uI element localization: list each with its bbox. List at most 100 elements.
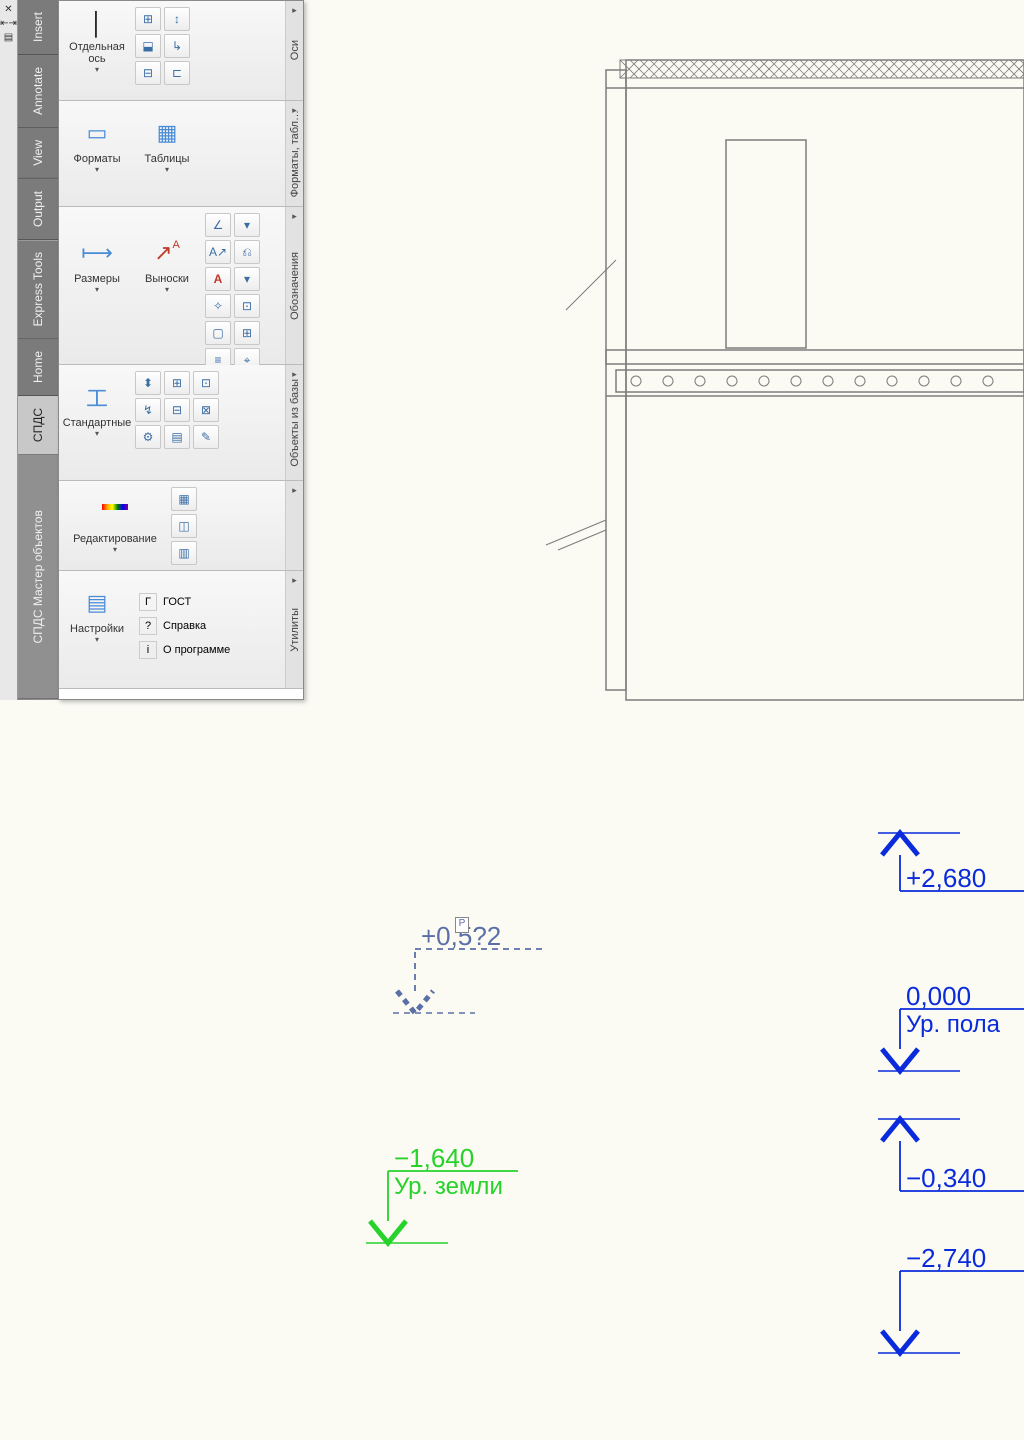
- annot-tool[interactable]: ▾: [234, 213, 260, 237]
- panel-title-edit[interactable]: ▸: [285, 481, 303, 570]
- tab-annotate[interactable]: Annotate: [18, 55, 58, 128]
- db-tool[interactable]: ⊞: [164, 371, 190, 395]
- building-section: [306, 0, 1024, 720]
- dropdown-icon: ▾: [95, 285, 99, 294]
- dropdown-icon: ▾: [113, 545, 117, 554]
- elevation-value: +2,680: [906, 863, 986, 894]
- help-row[interactable]: ? Справка: [135, 615, 234, 637]
- edit-icon: [97, 495, 133, 531]
- db-tool[interactable]: ▤: [164, 425, 190, 449]
- formats-icon: ▭: [79, 115, 115, 151]
- grid-tool-6[interactable]: ⊏: [164, 61, 190, 85]
- dims-label: Размеры: [74, 273, 120, 285]
- annot-tool[interactable]: ▾: [234, 267, 260, 291]
- standard-button[interactable]: 工 Стандартные ▾: [65, 371, 129, 441]
- panel-edit: Редактирование ▾ ▦ ◫ ▥ ▸: [59, 481, 303, 571]
- settings-button[interactable]: ▤ Настройки ▾: [65, 577, 129, 647]
- dropdown-icon: ▾: [95, 165, 99, 174]
- annot-tool[interactable]: ⎌: [234, 240, 260, 264]
- panel-db: 工 Стандартные ▾ ⬍ ⊞ ⊡ ↯ ⊟ ⊠ ⚙ ▤ ✎ ▸ Объе…: [59, 365, 303, 481]
- about-row[interactable]: i О программе: [135, 639, 234, 661]
- db-tool[interactable]: ✎: [193, 425, 219, 449]
- annot-tool[interactable]: ⊞: [234, 321, 260, 345]
- panel-axes: │ Отдельная ось ▾ ⊞ ↕ ⬓ ↳ ⊟ ⊏ ▸ Оси: [59, 1, 303, 101]
- db-tool[interactable]: ⊠: [193, 398, 219, 422]
- tables-label: Таблицы: [145, 153, 190, 165]
- gost-row[interactable]: Г ГОСТ: [135, 591, 234, 613]
- dock-icon[interactable]: ⇤⇥: [0, 18, 17, 29]
- expand-icon[interactable]: ▸: [292, 211, 297, 222]
- edit-tool[interactable]: ◫: [171, 514, 197, 538]
- edit-button[interactable]: Редактирование ▾: [65, 487, 165, 557]
- dims-button[interactable]: ⟼ Размеры ▾: [65, 213, 129, 297]
- axis-icon: │: [79, 10, 115, 39]
- panel-formats: ▭ Форматы ▾ ▦ Таблицы ▾ ▸ Форматы, табл…: [59, 101, 303, 207]
- help-icon: ?: [139, 617, 157, 635]
- tab-view[interactable]: View: [18, 128, 58, 179]
- expand-icon[interactable]: ▸: [292, 5, 297, 16]
- annot-tool[interactable]: A↗: [205, 240, 231, 264]
- annot-tool[interactable]: ⊡: [234, 294, 260, 318]
- annot-tool[interactable]: ∠: [205, 213, 231, 237]
- db-tool[interactable]: ⊟: [164, 398, 190, 422]
- db-tool[interactable]: ⊡: [193, 371, 219, 395]
- db-tool[interactable]: ⬍: [135, 371, 161, 395]
- dimension-icon: ⟼: [79, 235, 115, 271]
- dropdown-icon: ▾: [95, 65, 99, 74]
- panel-title-db[interactable]: ▸ Объекты из базы: [285, 365, 303, 480]
- formats-button[interactable]: ▭ Форматы ▾: [65, 107, 129, 177]
- panel-title-utils[interactable]: ▸ Утилиты: [285, 571, 303, 688]
- leader-icon: ↗A: [149, 235, 185, 271]
- about-label: О программе: [163, 644, 230, 656]
- tab-spds[interactable]: СПДС: [18, 396, 58, 455]
- elevation-subtitle: Ур. пола: [906, 1011, 1000, 1039]
- grid-tool-4[interactable]: ↳: [164, 34, 190, 58]
- elevation-value: 0,000: [906, 981, 971, 1012]
- axes-tools: ⊞ ↕ ⬓ ↳ ⊟ ⊏: [135, 7, 190, 85]
- tables-button[interactable]: ▦ Таблицы ▾: [135, 107, 199, 177]
- dropdown-icon: ▾: [95, 635, 99, 644]
- formats-label: Форматы: [74, 153, 121, 165]
- tab-home[interactable]: Home: [18, 339, 58, 396]
- expand-icon[interactable]: ▸: [292, 575, 297, 586]
- grid-tool-5[interactable]: ⊟: [135, 61, 161, 85]
- edit-tool[interactable]: ▦: [171, 487, 197, 511]
- annot-tool[interactable]: ▢: [205, 321, 231, 345]
- drawing-canvas[interactable]: +2,6800,000Ур. пола−0,340−2,740−1,640Ур.…: [306, 0, 1024, 720]
- props-icon[interactable]: ▤: [4, 32, 13, 43]
- expand-icon[interactable]: ▸: [292, 485, 297, 496]
- db-tools: ⬍ ⊞ ⊡ ↯ ⊟ ⊠ ⚙ ▤ ✎: [135, 371, 219, 449]
- annot-tool[interactable]: ✧: [205, 294, 231, 318]
- panel-title-axes[interactable]: ▸ Оси: [285, 1, 303, 100]
- close-icon[interactable]: ✕: [4, 4, 12, 15]
- panel-annotations: ⟼ Размеры ▾ ↗A Выноски ▾ ∠▾ A↗⎌ A▾ ✧⊡ ▢⊞…: [59, 207, 303, 365]
- grid-tool-1[interactable]: ⊞: [135, 7, 161, 31]
- tables-icon: ▦: [149, 115, 185, 151]
- annot-tool[interactable]: A: [205, 267, 231, 291]
- text-cursor-icon: P: [455, 917, 469, 933]
- panel-title-annotations[interactable]: ▸ Обозначения: [285, 207, 303, 364]
- tab-insert[interactable]: Insert: [18, 0, 58, 55]
- info-icon: i: [139, 641, 157, 659]
- panel-title-formats[interactable]: ▸ Форматы, табл…: [285, 101, 303, 206]
- grid-tool-2[interactable]: ↕: [164, 7, 190, 31]
- tab-express-tools[interactable]: Express Tools: [18, 240, 58, 339]
- standard-label: Стандартные: [63, 417, 132, 429]
- edit-tool[interactable]: ▥: [171, 541, 197, 565]
- tab-output[interactable]: Output: [18, 179, 58, 240]
- ibeam-icon: 工: [79, 379, 115, 415]
- db-tool[interactable]: ⚙: [135, 425, 161, 449]
- leaders-button[interactable]: ↗A Выноски ▾: [135, 213, 199, 297]
- ribbon-tabs: Insert Annotate View Output Express Tool…: [18, 0, 58, 700]
- gost-label: ГОСТ: [163, 596, 191, 608]
- help-label: Справка: [163, 620, 206, 632]
- ribbon-label: Ribbon: [0, 698, 2, 733]
- db-tool[interactable]: ↯: [135, 398, 161, 422]
- settings-icon: ▤: [79, 585, 115, 621]
- panel-utils: ▤ Настройки ▾ Г ГОСТ ? Справка i О прогр…: [59, 571, 303, 689]
- ribbon-panels: │ Отдельная ось ▾ ⊞ ↕ ⬓ ↳ ⊟ ⊏ ▸ Оси ▭ Фо…: [58, 0, 304, 700]
- edit-tools: ▦ ◫ ▥: [171, 487, 197, 565]
- tab-spds-master[interactable]: СПДС Мастер объектов: [18, 455, 58, 700]
- single-axis-button[interactable]: │ Отдельная ось ▾: [65, 7, 129, 77]
- grid-tool-3[interactable]: ⬓: [135, 34, 161, 58]
